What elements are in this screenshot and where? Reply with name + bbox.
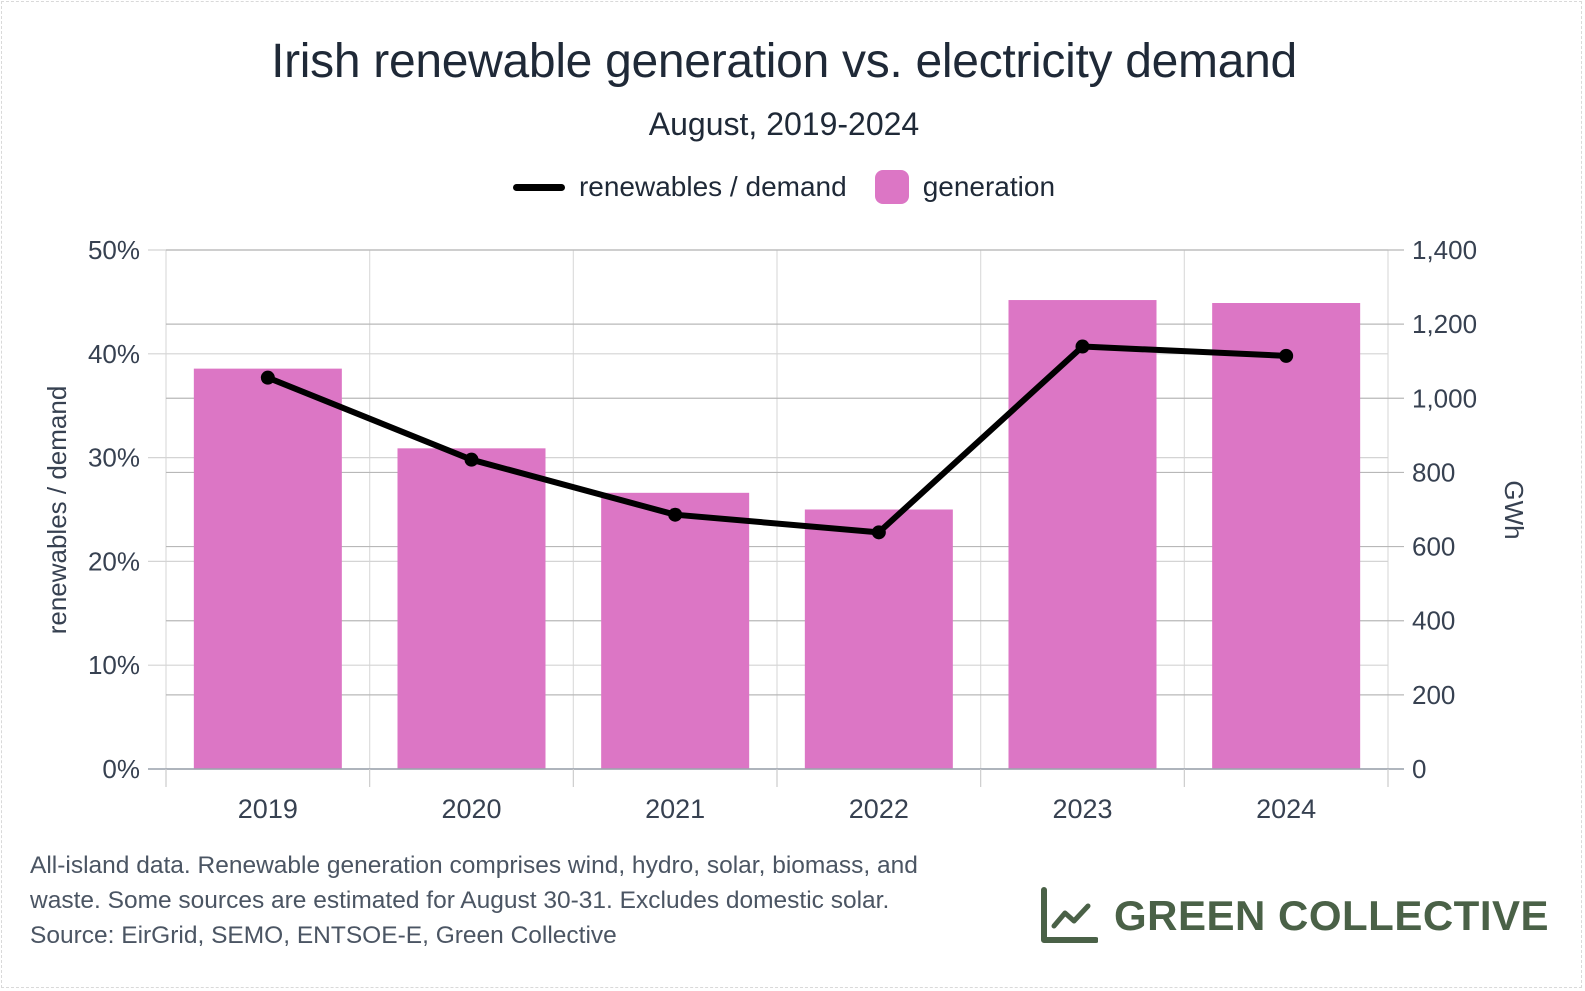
bar-generation-2023 bbox=[1008, 300, 1157, 769]
footnote-source: Source: EirGrid, SEMO, ENTSOE-E, Green C… bbox=[30, 922, 617, 949]
right-tick-label: 400 bbox=[1412, 606, 1455, 636]
bar-generation-2020 bbox=[397, 448, 546, 769]
right-tick-label: 600 bbox=[1412, 532, 1455, 562]
right-tick-label: 1,200 bbox=[1412, 309, 1477, 339]
footnote-line-2: waste. Some sources are estimated for Au… bbox=[30, 887, 890, 914]
x-tick-label: 2020 bbox=[441, 794, 501, 824]
legend-line-swatch bbox=[512, 183, 565, 191]
footnote: All-island data. Renewable generation co… bbox=[30, 848, 1040, 953]
right-tick-label: 1,000 bbox=[1412, 383, 1477, 413]
point-renewables-demand-2023 bbox=[1075, 339, 1090, 354]
x-tick-label: 2019 bbox=[238, 794, 298, 824]
bar-generation-2022 bbox=[804, 509, 953, 769]
point-renewables-demand-2024 bbox=[1279, 348, 1294, 363]
x-tick-label: 2022 bbox=[849, 794, 909, 824]
right-tick-label: 200 bbox=[1412, 680, 1455, 710]
left-tick-label: 40% bbox=[88, 339, 140, 369]
legend-label-generation: generation bbox=[922, 171, 1056, 202]
line-renewables-demand bbox=[264, 343, 1290, 536]
left-tick-label: 30% bbox=[88, 443, 140, 473]
point-renewables-demand-2022 bbox=[871, 525, 886, 540]
legend-item-renewables-demand[interactable]: renewables / demand bbox=[512, 171, 847, 203]
right-tick-label: 0 bbox=[1412, 754, 1426, 784]
legend-item-generation[interactable]: generation bbox=[874, 170, 1056, 204]
left-tick-label: 10% bbox=[88, 650, 140, 680]
left-tick-label: 50% bbox=[88, 235, 140, 265]
legend-bar-swatch bbox=[874, 170, 909, 204]
legend-label-renewables-demand: renewables / demand bbox=[578, 171, 847, 202]
chart-subtitle: August, 2019-2024 bbox=[648, 106, 920, 142]
chart-title: Irish renewable generation vs. electrici… bbox=[271, 35, 1297, 88]
bar-generation-2019 bbox=[193, 368, 342, 769]
chart-legend: renewables / demand generation bbox=[0, 170, 1568, 204]
brand-logo: GREEN COLLECTIVE bbox=[1038, 886, 1549, 946]
left-tick-label: 20% bbox=[88, 546, 140, 576]
point-renewables-demand-2019 bbox=[260, 370, 275, 385]
point-renewables-demand-2021 bbox=[668, 507, 683, 522]
x-tick-label: 2021 bbox=[645, 794, 705, 824]
footnote-line-1: All-island data. Renewable generation co… bbox=[30, 852, 918, 879]
left-axis-title: renewables / demand bbox=[42, 386, 72, 635]
x-tick-label: 2023 bbox=[1052, 794, 1112, 824]
bar-generation-2024 bbox=[1212, 303, 1361, 769]
brand-name: GREEN COLLECTIVE bbox=[1114, 892, 1550, 939]
right-axis-title: GWh bbox=[1499, 480, 1529, 539]
right-tick-label: 800 bbox=[1412, 457, 1455, 487]
x-tick-label: 2024 bbox=[1256, 794, 1316, 824]
point-renewables-demand-2020 bbox=[464, 452, 479, 467]
line-chart-icon bbox=[1041, 887, 1098, 943]
right-tick-label: 1,400 bbox=[1412, 235, 1477, 265]
left-tick-label: 0% bbox=[102, 754, 140, 784]
bar-generation-2021 bbox=[601, 492, 750, 769]
